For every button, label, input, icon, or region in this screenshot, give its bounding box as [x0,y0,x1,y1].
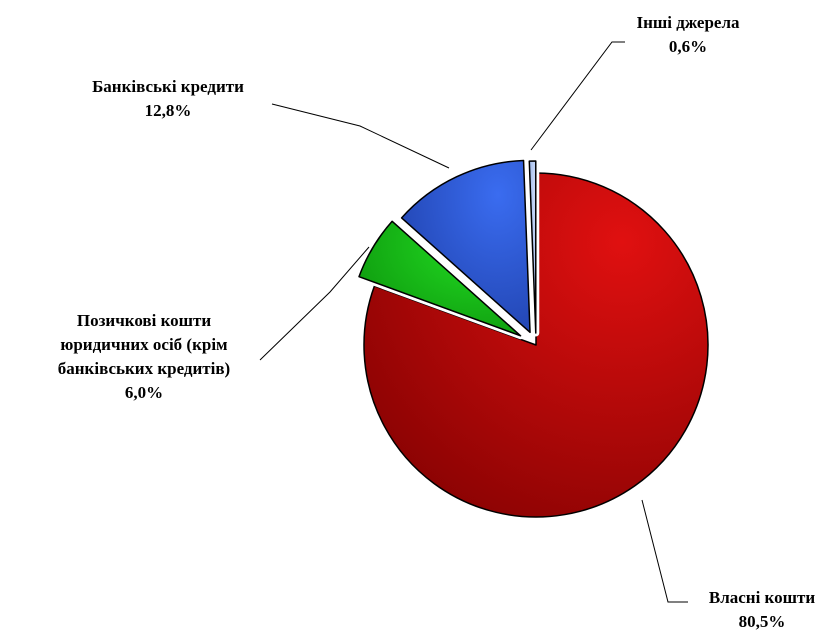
slice-name: Власні кошти [709,588,815,607]
leader-line-2 [271,103,450,169]
slice-value: 6,0% [125,383,163,402]
pie-slices [355,156,712,521]
slice-name: Позичкові кошти [77,311,212,330]
slice-name: Банківські кредити [92,77,244,96]
pie-slice-3 [528,160,537,334]
slice-labels: Власні кошти 80,5% Позичкові кошти юридични… [58,13,816,631]
slice-name: банківських кредитів) [58,359,230,378]
leader-line-3 [530,41,625,151]
pie-slice-2 [400,159,531,334]
slice-name: Інші джерела [636,13,740,32]
slice-label-0: Власні кошти 80,5% [709,588,815,631]
slice-label-1: Позичкові кошти юридичних осіб (крім банкі… [58,311,230,402]
leader-line-1 [259,246,370,361]
slice-label-3: Інші джерела 0,6% [636,13,740,56]
slice-label-2: Банківські кредити 12,8% [92,77,244,120]
pie-slice-1 [358,220,522,337]
leader-lines [259,41,688,603]
slice-value: 0,6% [669,37,707,56]
leader-line-0 [641,499,688,603]
slice-value: 80,5% [739,612,786,631]
pie-slice-0 [363,172,709,518]
slice-value: 12,8% [145,101,192,120]
slice-name: юридичних осіб (крім [60,335,228,354]
